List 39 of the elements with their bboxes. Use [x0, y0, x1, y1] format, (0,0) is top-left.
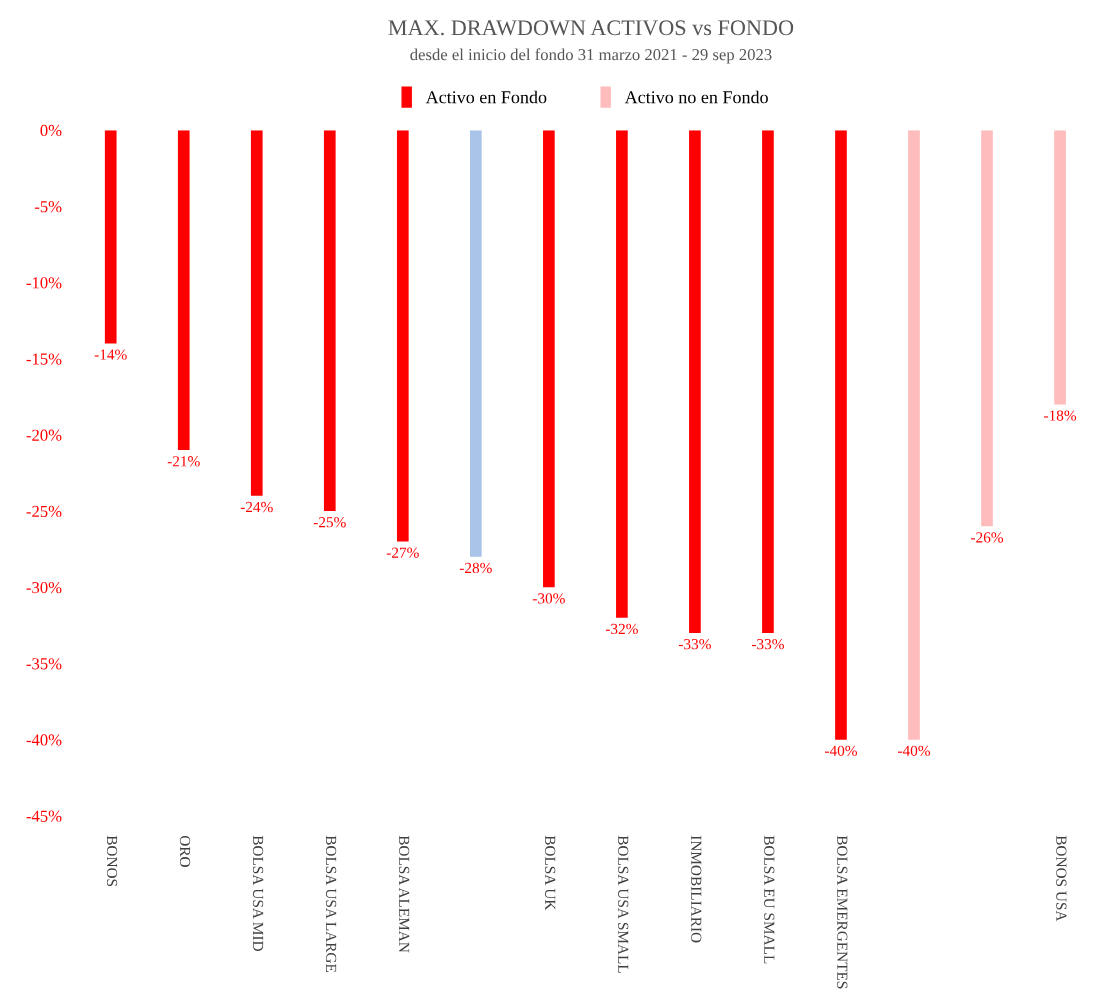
data-label: -40%: [824, 745, 857, 756]
y-tick-label: -10%: [26, 277, 62, 289]
data-label: -25%: [313, 517, 346, 528]
x-tick-label: BOLSA ALEMAN: [398, 835, 410, 953]
x-tick-label: BOLSA USA SMALL: [618, 835, 629, 973]
x-tick-label: BONOS USA: [1056, 835, 1067, 922]
data-label: -26%: [971, 532, 1004, 543]
x-tick-label: BOLSA EU SMALL: [764, 835, 775, 964]
y-tick-label: -25%: [26, 505, 62, 518]
legend-label: Activo no en Fondo: [624, 90, 768, 104]
data-label: -32%: [605, 623, 638, 635]
x-tick-label: BOLSA USA MID: [252, 835, 264, 951]
legend-label: Activo en Fondo: [425, 90, 547, 104]
y-tick-label: -20%: [26, 429, 62, 441]
data-label: -27%: [386, 547, 419, 558]
x-tick-label: BOLSA UK: [545, 835, 556, 911]
chart-title: MAX. DRAWDOWN ACTIVOS vs FONDO: [388, 20, 794, 36]
data-label: -30%: [532, 593, 565, 604]
y-tick-label: -5%: [34, 201, 62, 213]
x-tick-label: BONOS: [106, 835, 118, 887]
data-label: -14%: [94, 349, 127, 360]
y-tick-label: -15%: [26, 353, 62, 365]
data-label: -33%: [678, 638, 711, 650]
chart-subtitle: desde el inicio del fondo 31 marzo 2021 - 29 sep 2023: [410, 48, 772, 64]
data-label: -40%: [898, 745, 931, 756]
x-tick-label: INMOBILIARIO: [691, 835, 702, 943]
y-tick-label: -30%: [26, 581, 62, 594]
y-tick-label: -35%: [26, 658, 62, 670]
data-label: -18%: [1044, 410, 1077, 421]
y-tick-label: 0%: [40, 124, 62, 137]
x-tick-label: BOLSA USA LARGE: [325, 835, 337, 973]
y-tick-label: -45%: [26, 810, 62, 822]
x-tick-label: BOLSA EMERGENTES: [837, 835, 848, 989]
data-label: -33%: [751, 638, 784, 650]
data-label: -21%: [167, 456, 200, 467]
x-tick-label: ORO: [179, 835, 191, 867]
data-label: -24%: [240, 501, 273, 513]
data-label: -28%: [459, 562, 492, 574]
y-tick-label: -40%: [26, 734, 62, 746]
